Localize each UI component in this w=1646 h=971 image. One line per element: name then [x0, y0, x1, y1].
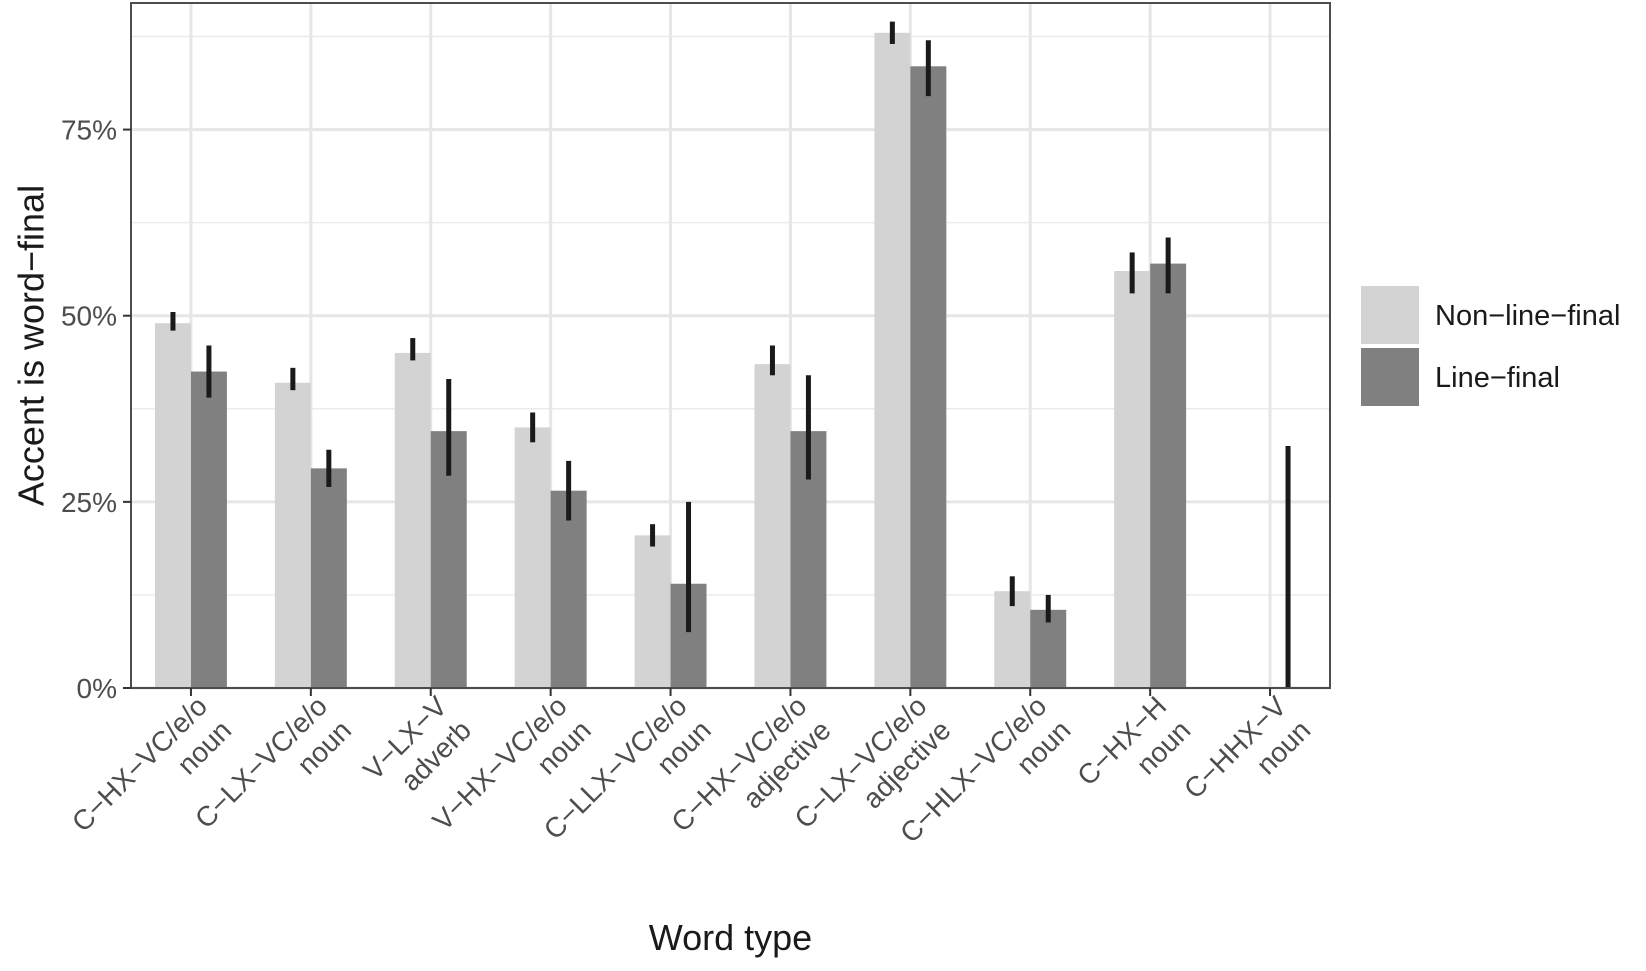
panel-border [130, 2, 1331, 689]
y-axis-title: Accent is word−final [11, 185, 52, 506]
bar [154, 323, 191, 688]
bar [274, 382, 311, 688]
bar [874, 32, 911, 689]
bar [994, 591, 1031, 688]
bar [514, 427, 551, 688]
y-tick-label: 75% [61, 115, 117, 146]
x-tick-label: C−HX−Hnoun [1071, 690, 1196, 815]
bar [1150, 263, 1187, 688]
bar [754, 364, 791, 688]
x-tick-label: C−HX−VC/e/oadjective [665, 690, 836, 861]
x-axis-title: Word type [649, 917, 812, 958]
bar [1114, 271, 1151, 688]
bar [910, 66, 947, 689]
bar [1030, 609, 1067, 688]
legend-key-non-line-final [1361, 286, 1419, 344]
y-tick-label: 0% [77, 673, 117, 704]
x-tick-label: V−HX−VC/e/onoun [427, 690, 597, 860]
legend-label-non-line-final: Non−line−final [1435, 300, 1620, 332]
legend-key-line-final [1361, 348, 1419, 406]
bar [310, 468, 347, 688]
error-bars [170, 21, 1291, 688]
legend-label-line-final: Line−final [1435, 362, 1560, 394]
legend: Non−line−final Line−final [1361, 286, 1620, 406]
x-tick-label: C−HHX−Vnoun [1178, 690, 1317, 829]
y-tick-label: 25% [61, 487, 117, 518]
bar [190, 371, 227, 688]
y-tick-label: 50% [61, 301, 117, 332]
x-tick-label: C−HX−VC/e/onoun [66, 690, 237, 861]
y-axis-ticks: 0% 25% 50% 75% [61, 115, 131, 704]
bar [550, 490, 587, 688]
bar [634, 535, 671, 688]
bars [154, 32, 1307, 689]
bar [394, 352, 431, 688]
